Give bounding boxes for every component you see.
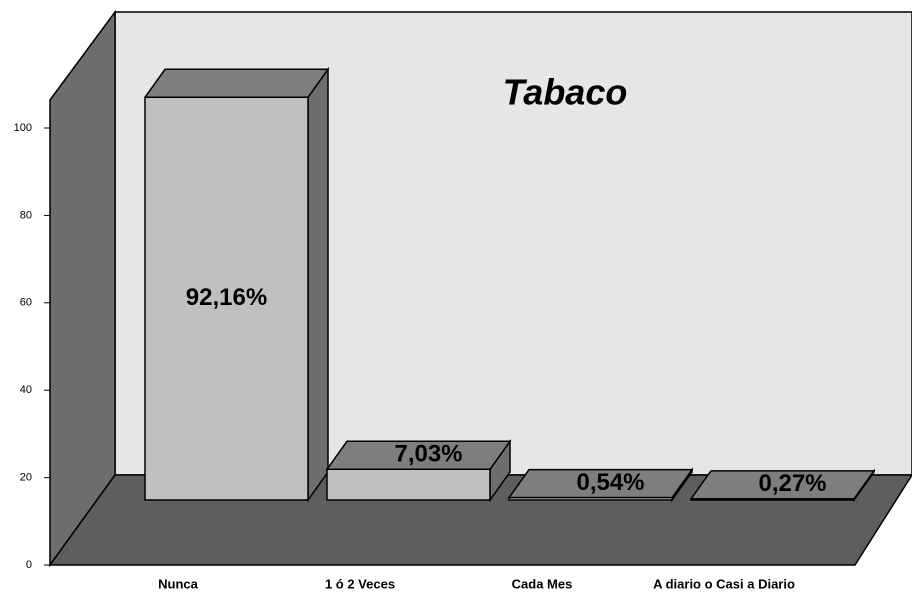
- bar: [507, 467, 694, 503]
- x-tick-label: Nunca: [158, 576, 199, 591]
- y-tick-label: 40: [20, 384, 32, 396]
- data-label: 92,16%: [186, 284, 267, 311]
- left-wall: [49, 9, 116, 568]
- y-tick-label: 0: [26, 559, 32, 571]
- y-tick-label: 100: [14, 122, 32, 134]
- bar-top: [143, 68, 330, 99]
- bar: [325, 438, 512, 503]
- bar: [689, 468, 876, 503]
- bar-front: [508, 496, 673, 501]
- bar-front: [690, 498, 855, 501]
- x-tick-label: 1 ó 2 Veces: [325, 576, 395, 591]
- data-label: 0,27%: [758, 470, 826, 497]
- bar-front: [326, 468, 491, 501]
- bar-front: [144, 96, 309, 501]
- y-tick-label: 80: [20, 209, 32, 221]
- data-label: 7,03%: [394, 441, 462, 468]
- y-tick-label: 20: [20, 472, 32, 484]
- bar: [143, 66, 330, 503]
- x-tick-label: A diario o Casi a Diario: [653, 576, 795, 591]
- bar-side: [307, 66, 329, 503]
- x-tick-label: Cada Mes: [512, 576, 573, 591]
- y-tick-label: 60: [20, 297, 32, 309]
- data-label: 0,54%: [576, 469, 644, 496]
- chart-title: Tabaco: [503, 72, 628, 113]
